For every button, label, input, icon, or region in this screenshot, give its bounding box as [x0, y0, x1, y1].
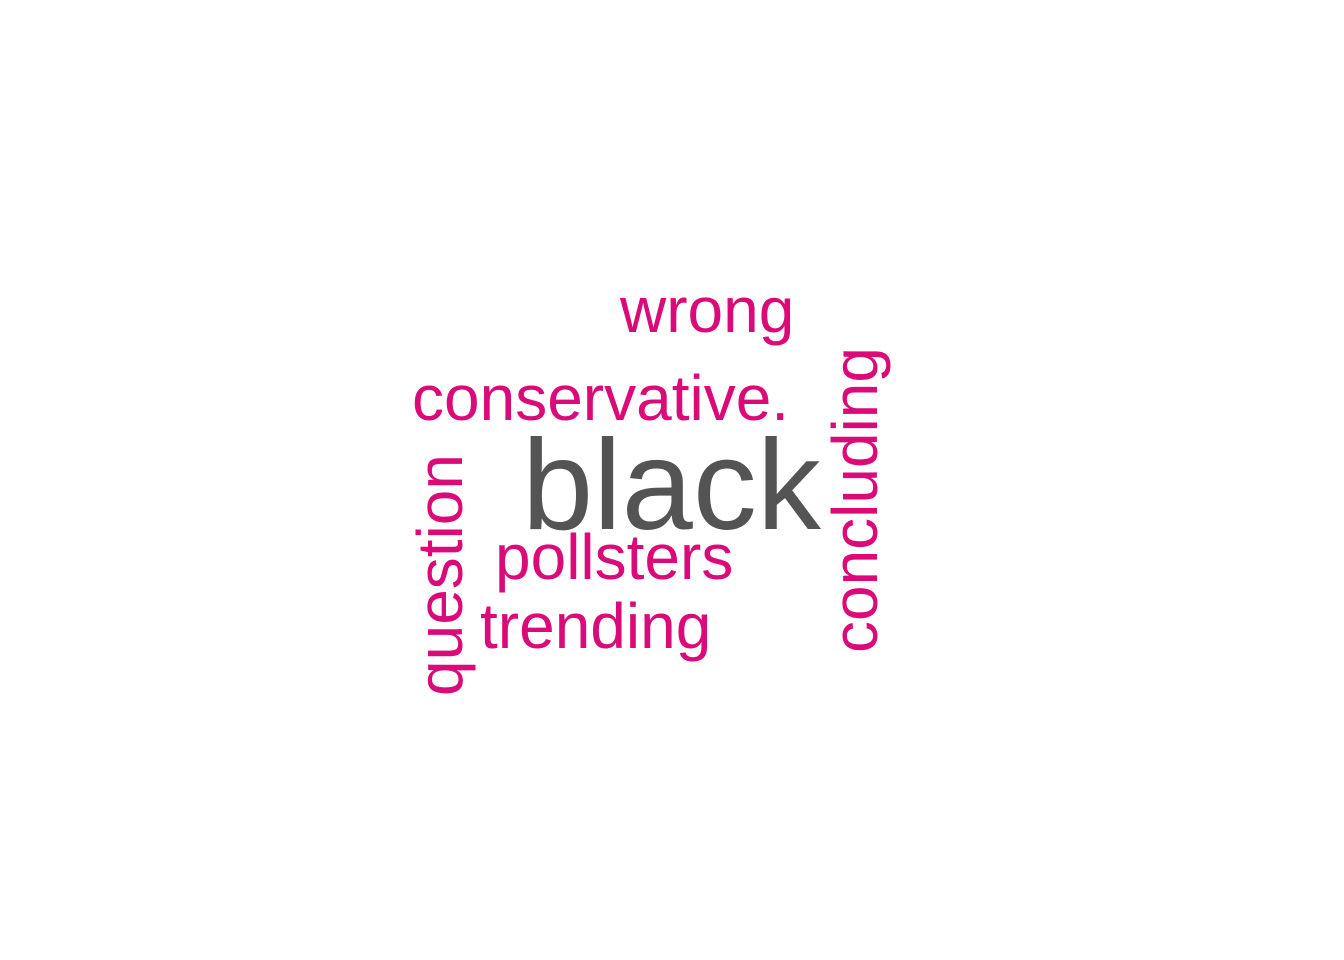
word-wrong: wrong — [620, 274, 795, 346]
word-trending: trending — [480, 590, 712, 662]
word-black: black — [522, 414, 821, 557]
word-conservative: conservative. — [412, 362, 790, 434]
word-concluding: concluding — [819, 347, 891, 653]
word-pollsters: pollsters — [495, 521, 734, 593]
word-question: question — [404, 454, 476, 696]
